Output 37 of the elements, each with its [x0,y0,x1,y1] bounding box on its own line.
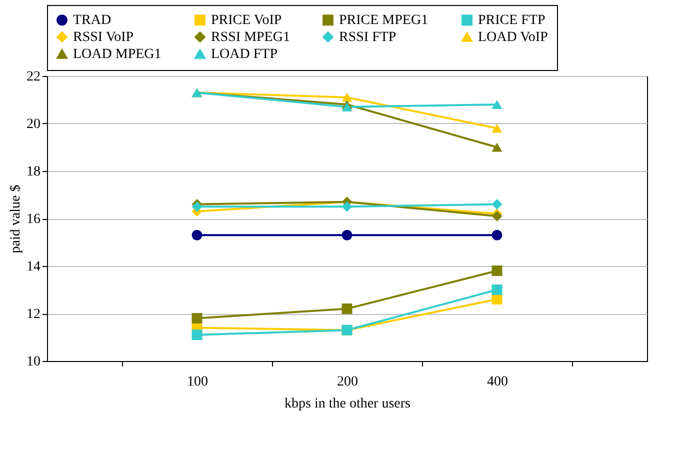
x-tick-label: 100 [187,374,208,390]
point [192,330,202,340]
y-tick-label: 22 [26,70,40,84]
point [342,304,352,314]
legend-label: LOAD FTP [211,47,278,62]
legend-label: PRICE FTP [478,13,546,28]
x-tick-label: 200 [337,374,358,390]
y-tick-label: 16 [26,212,40,227]
point [492,210,502,222]
y-tick-label: 12 [26,307,40,322]
point [492,266,502,276]
point [492,124,502,133]
point [192,201,202,212]
legend-label: RSSI MPEG1 [211,30,290,45]
point [342,230,352,240]
legend-label: RSSI VoIP [73,30,134,45]
point [342,201,352,212]
point [192,313,202,324]
x-axis-title: kbps in the other users [284,396,410,412]
point [342,92,352,102]
point [192,230,202,240]
legend-label: LOAD MPEG1 [73,47,162,62]
legend-label: PRICE MPEG1 [339,13,428,28]
legend-label: TRAD [73,13,112,28]
point [492,100,502,110]
x-tick-label: 400 [487,374,508,390]
y-tick-label: 10 [26,354,40,370]
y-tick-label: 20 [26,117,40,132]
point [492,284,502,295]
point [492,230,502,240]
y-tick-label: 14 [26,260,40,274]
point [492,199,502,210]
y-tick-label: 18 [26,164,40,180]
legend-label: RSSI FTP [339,30,396,45]
y-axis-title: paid value $ [8,184,24,254]
legend-label: LOAD VoIP [478,30,548,45]
legend-label: PRICE VoIP [211,13,282,28]
